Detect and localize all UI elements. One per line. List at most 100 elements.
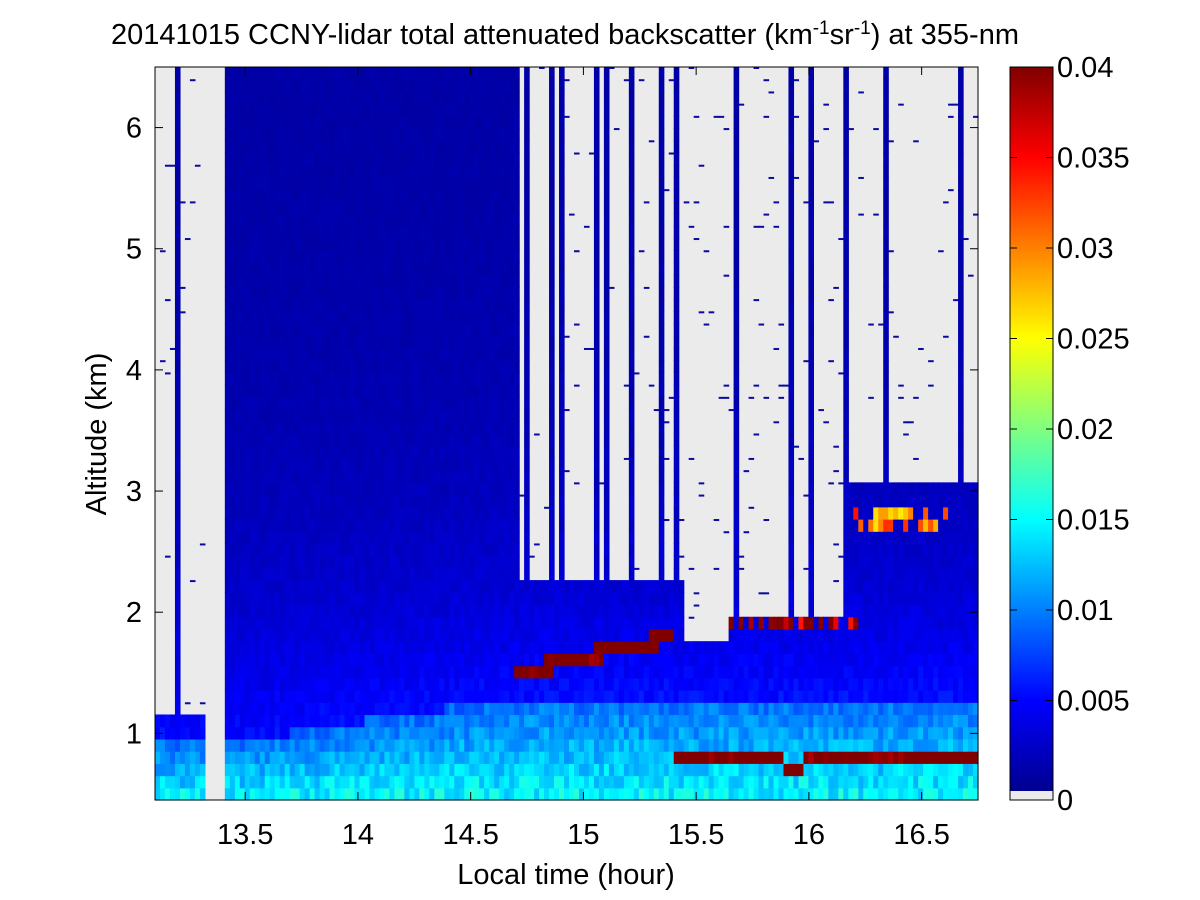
backscatter-cell: [414, 628, 420, 642]
backscatter-cell: [379, 628, 386, 642]
backscatter-cell: [274, 250, 281, 264]
backscatter-cell: [234, 641, 241, 654]
backscatter-cell: [479, 250, 485, 264]
backscatter-cell: [409, 763, 415, 777]
backscatter-cell: [509, 641, 515, 654]
backscatter-cell: [588, 775, 595, 789]
backscatter-cell: [603, 714, 610, 728]
backscatter-cell: [549, 238, 555, 251]
backscatter-cell: [733, 616, 740, 630]
backscatter-cell: [349, 494, 356, 508]
backscatter-cell: [628, 299, 635, 312]
backscatter-cell: [264, 738, 271, 752]
backscatter-cell: [638, 628, 645, 642]
backscatter-cell: [374, 213, 381, 227]
backscatter-cell: [514, 616, 520, 630]
backscatter-cell: [164, 738, 171, 752]
backscatter-cell: [339, 543, 346, 557]
backscatter-cell: [593, 225, 600, 239]
backscatter-cell: [294, 238, 301, 251]
backscatter-cell: [429, 653, 435, 667]
backscatter-cell: [494, 641, 500, 654]
backscatter-cell: [464, 592, 470, 606]
backscatter-cell: [568, 702, 575, 716]
backscatter-cell: [673, 726, 680, 740]
backscatter-cell: [573, 751, 580, 764]
backscatter-cell: [519, 665, 525, 679]
backscatter-cell: [264, 274, 271, 288]
backscatter-cell: [434, 176, 440, 190]
backscatter-cell: [389, 726, 396, 740]
sparse-signal-cell: [199, 702, 206, 705]
backscatter-cell: [339, 665, 346, 679]
sparse-signal-cell: [199, 543, 206, 546]
backscatter-cell: [568, 738, 575, 752]
backscatter-cell: [524, 616, 530, 630]
backscatter-cell: [409, 299, 415, 312]
backscatter-cell: [254, 225, 261, 239]
backscatter-cell: [529, 604, 535, 618]
backscatter-cell: [344, 506, 351, 520]
backscatter-cell: [299, 311, 306, 325]
backscatter-cell: [344, 360, 351, 374]
backscatter-cell: [294, 751, 301, 764]
backscatter-cell: [633, 677, 640, 691]
backscatter-cell: [269, 543, 276, 557]
backscatter-cell: [514, 299, 520, 312]
backscatter-cell: [354, 604, 361, 618]
backscatter-cell: [489, 580, 495, 593]
backscatter-cell: [374, 763, 381, 777]
backscatter-cell: [399, 775, 405, 789]
backscatter-cell: [409, 286, 415, 300]
backscatter-cell: [364, 335, 371, 349]
backscatter-cell: [474, 286, 480, 300]
sparse-signal-cell: [534, 543, 540, 546]
backscatter-cell: [224, 604, 231, 618]
backscatter-cell: [254, 79, 261, 93]
backscatter-cell: [429, 79, 435, 93]
backscatter-cell: [364, 433, 371, 447]
backscatter-cell: [484, 67, 490, 80]
backscatter-cell: [254, 176, 261, 190]
backscatter-cell: [174, 91, 181, 105]
backscatter-cell: [334, 115, 341, 129]
backscatter-cell: [329, 335, 336, 349]
backscatter-cell: [269, 128, 276, 141]
backscatter-cell: [284, 433, 291, 447]
backscatter-cell: [294, 763, 301, 777]
backscatter-cell: [234, 250, 241, 264]
sparse-signal-cell: [189, 580, 196, 583]
backscatter-cell: [539, 580, 545, 593]
backscatter-cell: [733, 702, 740, 716]
backscatter-cell: [369, 67, 376, 80]
backscatter-cell: [479, 115, 485, 129]
backscatter-cell: [224, 580, 231, 593]
backscatter-cell: [254, 323, 261, 337]
sparse-signal-cell: [573, 384, 580, 387]
backscatter-cell: [678, 787, 685, 801]
backscatter-cell: [329, 360, 336, 374]
backscatter-cell: [628, 604, 635, 618]
backscatter-cell: [648, 775, 655, 789]
backscatter-cell: [314, 653, 321, 667]
backscatter-cell: [464, 690, 470, 703]
backscatter-cell: [349, 372, 356, 386]
backscatter-cell: [583, 702, 590, 716]
backscatter-cell: [284, 176, 291, 190]
backscatter-cell: [344, 274, 351, 288]
backscatter-cell: [264, 702, 271, 716]
backscatter-cell: [384, 738, 391, 752]
backscatter-cell: [469, 335, 475, 349]
backscatter-cell: [753, 702, 760, 716]
backscatter-cell: [324, 128, 331, 141]
backscatter-cell: [429, 690, 435, 703]
backscatter-cell: [194, 763, 201, 777]
backscatter-cell: [424, 250, 430, 264]
backscatter-cell: [364, 189, 371, 202]
backscatter-cell: [344, 604, 351, 618]
backscatter-cell: [294, 665, 301, 679]
backscatter-cell: [374, 751, 381, 764]
backscatter-cell: [593, 274, 600, 288]
backscatter-cell: [509, 79, 515, 93]
backscatter-cell: [444, 79, 450, 93]
